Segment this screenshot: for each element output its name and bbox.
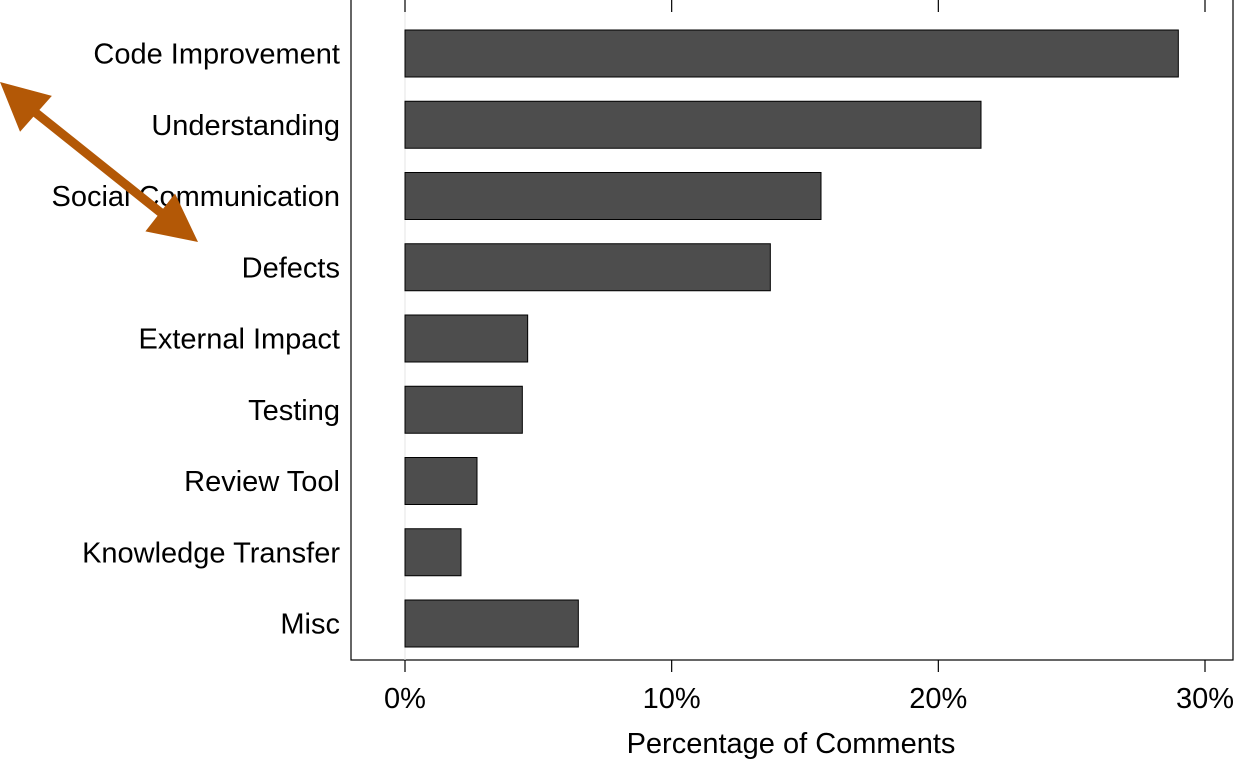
category-label: Defects — [242, 252, 340, 284]
bar — [404, 528, 462, 577]
plot-frame — [350, 0, 1234, 661]
arrow-shaft — [23, 101, 178, 228]
bar — [404, 100, 982, 149]
plot-border — [350, 0, 1234, 661]
category-label: Social Communication — [51, 181, 340, 213]
x-axis-title: Percentage of Comments — [627, 728, 956, 759]
category-label: Testing — [248, 395, 340, 427]
x-tick-label: 10% — [643, 683, 701, 715]
double-arrow-annotation — [0, 82, 198, 242]
bar — [404, 172, 822, 220]
arrow-head-lower — [145, 193, 198, 242]
x-tick-label: 0% — [384, 683, 426, 715]
category-label: Review Tool — [184, 466, 340, 498]
bar — [404, 385, 523, 434]
bar — [404, 314, 529, 363]
category-label: Code Improvement — [93, 39, 340, 71]
bar — [404, 457, 478, 505]
category-label: Understanding — [151, 110, 340, 142]
bars-group — [404, 29, 1179, 648]
bar — [404, 599, 579, 648]
category-label: External Impact — [139, 324, 340, 356]
category-labels: Code Improvement Understanding Social Comm… — [51, 39, 340, 641]
x-ticks: 0% 10% 20% 30% — [384, 0, 1234, 715]
category-label: Knowledge Transfer — [82, 537, 340, 569]
x-tick-label: 30% — [1176, 683, 1234, 715]
bar — [404, 29, 1179, 78]
x-tick-label: 20% — [909, 683, 967, 715]
bar — [404, 243, 771, 292]
category-label: Misc — [280, 609, 340, 641]
arrow-head-upper — [0, 82, 52, 132]
